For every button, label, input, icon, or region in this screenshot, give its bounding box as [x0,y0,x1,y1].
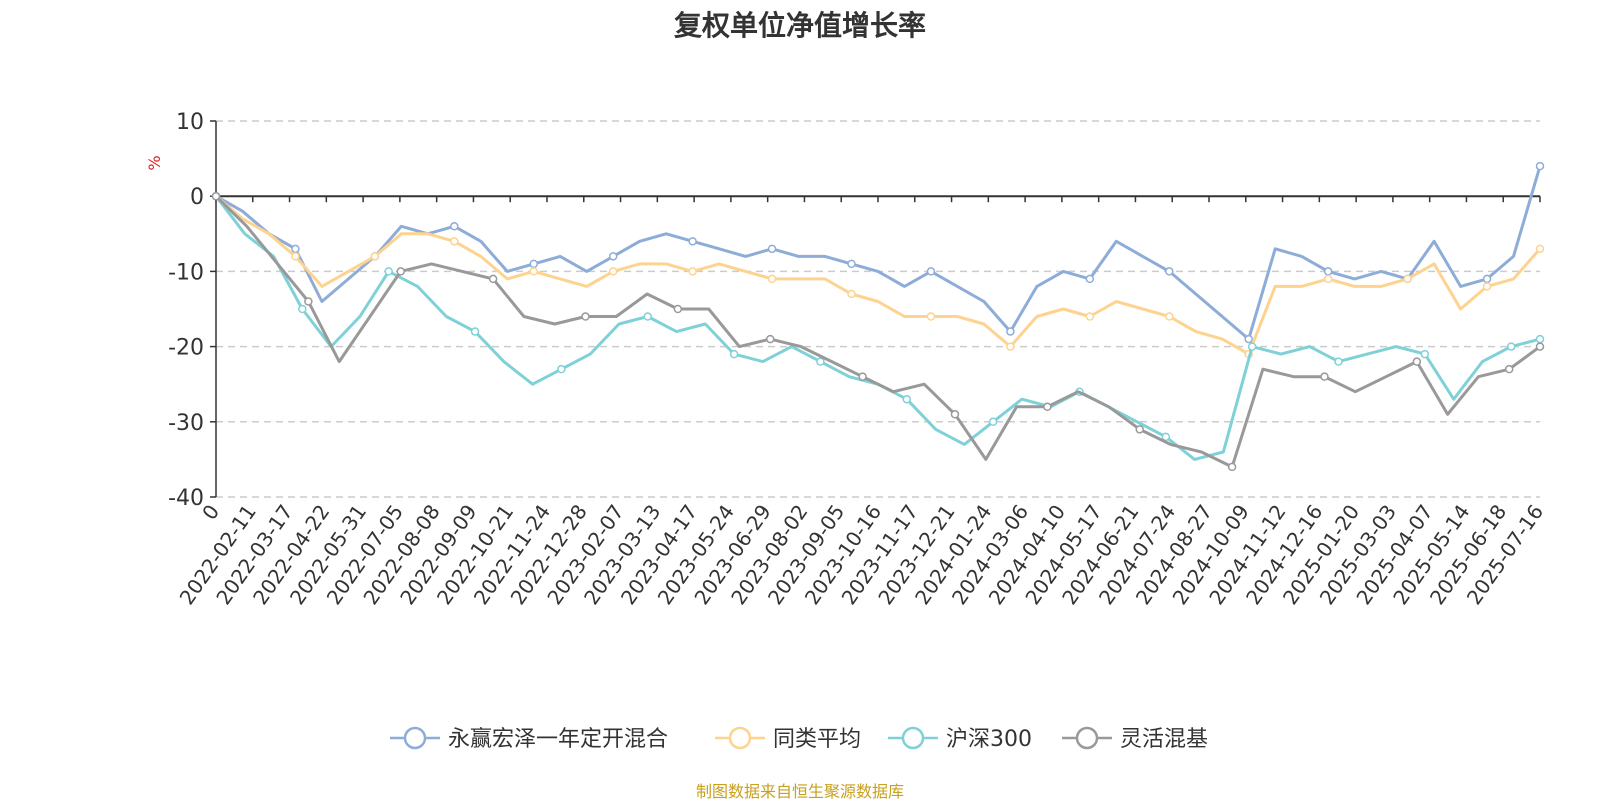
data-point [1085,312,1095,321]
data-point [988,417,998,427]
legend-item-0[interactable]: 永赢宏泽一年定开混合 [390,726,668,752]
data-point [450,237,459,246]
data-point [608,252,618,261]
y-tick-label: -20 [168,336,204,361]
legend-marker [1075,726,1099,750]
data-point [1227,462,1237,472]
data-point [1323,267,1333,276]
y-tick-label: -40 [168,486,204,511]
data-point [1161,432,1171,442]
data-point [1420,349,1430,359]
data-point [1165,267,1174,276]
legend-marker [728,726,752,750]
legend-item-3[interactable]: 灵活混基 [1062,726,1208,752]
data-point [1535,161,1545,171]
data-point [370,252,380,261]
data-point [1085,274,1095,284]
data-point [1334,357,1343,366]
data-point [529,267,539,276]
data-point [1535,342,1545,351]
data-point [847,289,856,299]
data-point [673,304,683,314]
data-point [847,259,856,269]
data-point [1412,357,1422,366]
data-point [608,267,618,276]
y-tick-label: -10 [168,260,204,285]
data-point [291,252,300,261]
data-point [581,312,590,321]
grid-lines [216,120,1540,498]
y-tick-label: -30 [168,411,204,436]
data-point [1482,282,1492,291]
data-point [1135,425,1144,434]
data-point [450,222,459,231]
legend-label: 永赢宏泽一年定开混合 [448,727,668,752]
data-point [767,244,777,254]
data-point [304,297,313,306]
legend-label: 灵活混基 [1120,727,1208,752]
data-point [1247,342,1257,351]
data-point [688,237,697,246]
data-point [729,349,739,359]
data-point [298,304,307,314]
series-line-3 [214,195,1541,469]
legend-marker [403,726,427,750]
data-point [816,357,825,366]
data-point [902,394,912,404]
data-point [767,274,777,284]
x-tick-label: 0 [197,500,224,524]
data-point [1535,334,1545,344]
data-point [926,312,936,321]
data-point [384,267,393,276]
y-axis-unit-label: % [145,155,164,170]
y-tick-label: 10 [176,110,204,135]
data-point [291,244,300,254]
series-lines [211,161,1545,472]
data-point [688,267,697,276]
data-point [396,267,405,276]
data-point [557,364,566,374]
data-point [1006,327,1015,336]
data-point [1165,312,1174,321]
chart-title: 复权单位净值增长率 [673,9,926,42]
data-point [1504,364,1514,374]
data-point [765,334,775,344]
data-point [950,410,960,419]
data-point [926,267,936,276]
data-point [1506,342,1516,351]
legend-item-2[interactable]: 沪深300 [888,726,1032,752]
data-point [1006,342,1015,351]
data-point [1403,274,1412,284]
data-point [1244,334,1253,344]
legend-label: 同类平均 [773,727,861,752]
data-point [211,191,221,201]
data-point [1043,402,1052,412]
data-point [858,372,867,381]
legend-item-1[interactable]: 同类平均 [715,726,861,752]
legend-label: 沪深300 [946,727,1032,752]
series-line-1 [215,195,1542,356]
series-line-2 [214,195,1541,461]
series-line-0 [215,165,1542,341]
data-point [1482,274,1492,284]
source-note: 制图数据来自恒生聚源数据库 [695,782,904,801]
data-point [470,327,480,336]
legend[interactable]: 永赢宏泽一年定开混合 同类平均 沪深300 灵活混基 [390,726,1208,752]
data-point [1535,244,1545,254]
legend-marker [901,726,925,750]
data-point [529,259,539,269]
data-point [488,274,498,284]
y-tick-label: 0 [190,185,204,210]
data-point [1323,274,1333,284]
data-point [1320,372,1329,381]
data-point [643,312,652,321]
